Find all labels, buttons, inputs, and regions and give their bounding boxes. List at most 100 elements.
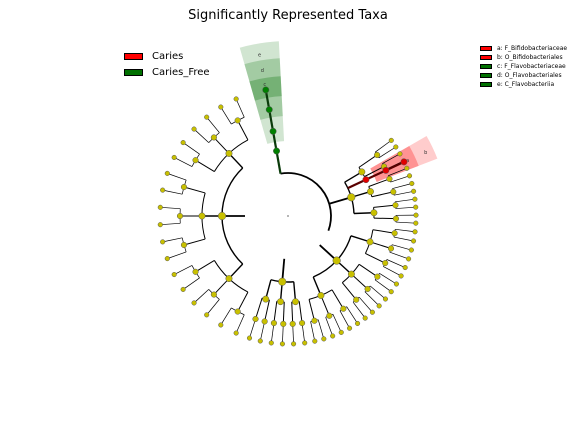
branch — [167, 173, 187, 181]
clade-legend-item-e: e: C_Flavobacteriia — [480, 81, 554, 88]
branch — [162, 237, 183, 243]
taxon-node — [374, 151, 381, 159]
branch — [195, 159, 215, 172]
taxon-node — [388, 289, 394, 295]
clade-legend-label-b: b: O_Bifidobacteriales — [497, 54, 563, 61]
branch — [339, 310, 350, 329]
taxon-node — [292, 298, 299, 306]
branch — [206, 116, 220, 133]
taxon-node — [366, 238, 374, 246]
taxon-node — [302, 340, 308, 346]
taxon-node — [218, 104, 224, 110]
taxon-node — [311, 317, 318, 324]
taxon-node — [412, 196, 418, 202]
branch-arc — [280, 172, 332, 232]
highlighted-branch — [268, 109, 275, 132]
branch — [270, 323, 275, 343]
taxon-node — [164, 256, 170, 262]
taxon-node — [210, 134, 217, 141]
legend-label-caries-free: Caries_Free — [152, 67, 210, 78]
branch — [160, 222, 181, 226]
branch — [389, 251, 409, 260]
taxon-node — [347, 325, 353, 331]
clade-legend-item-d: d: O_Flavobacteriales — [480, 72, 562, 79]
branch — [365, 253, 386, 264]
branch — [213, 137, 230, 154]
branch — [373, 204, 396, 208]
branch — [193, 128, 209, 143]
taxon-node — [157, 204, 163, 210]
taxon-node — [160, 239, 166, 245]
branch — [182, 277, 200, 290]
taxon-node — [392, 202, 399, 209]
taxon-node — [157, 222, 163, 228]
clade-sector-label-b: b — [424, 150, 427, 156]
clade-legend-swatch-e — [480, 82, 492, 87]
taxon-node — [413, 220, 419, 226]
clade-legend-item-c: c: F_Flavobacteriaceae — [480, 63, 566, 70]
taxon-node — [192, 157, 199, 164]
taxon-node — [367, 188, 374, 196]
branch — [395, 198, 415, 203]
branch — [386, 259, 406, 268]
branch — [320, 295, 330, 316]
branch — [195, 260, 215, 273]
taxon-node — [388, 137, 394, 143]
branch — [395, 206, 416, 209]
legend-item-caries: Caries — [124, 51, 183, 62]
taxon-node — [317, 292, 325, 299]
branch — [352, 301, 366, 319]
branch — [382, 153, 401, 164]
taxon-node — [192, 268, 199, 275]
clade-sector-e — [239, 41, 285, 144]
taxon-node — [413, 204, 419, 210]
branch — [273, 301, 278, 324]
legend-swatch-caries-free — [124, 69, 143, 76]
taxon-node — [364, 285, 371, 293]
caries-free-node — [265, 106, 273, 114]
taxon-node — [321, 336, 327, 342]
taxon-node — [340, 305, 347, 312]
clade-legend-item-a: a: F_Bifidobacteriaceae — [480, 45, 567, 52]
clade-legend-label-e: e: C_Flavobacteriia — [497, 81, 555, 88]
clade-legend-swatch-c — [480, 64, 492, 69]
branch — [193, 289, 209, 304]
branch — [358, 296, 373, 313]
taxon-node — [180, 286, 186, 292]
taxon-node — [246, 335, 253, 341]
taxon-node — [406, 256, 412, 262]
clade-legend-item-b: b: O_Bifidobacteriales — [480, 54, 563, 61]
taxon-node — [277, 298, 284, 306]
caries-free-node — [269, 127, 277, 135]
branch — [292, 323, 294, 344]
branch — [383, 266, 402, 277]
highlighted-branch — [275, 150, 282, 174]
branch — [235, 98, 245, 118]
taxon-node — [234, 308, 241, 315]
branch — [372, 229, 395, 234]
taxon-node — [402, 265, 408, 271]
taxon-node — [355, 320, 361, 327]
clade-legend-label-c: c: F_Flavobacteriaceae — [497, 63, 566, 70]
branch — [249, 318, 256, 339]
taxon-node — [171, 272, 177, 278]
taxon-node — [376, 303, 382, 309]
clade-sector-label-e: e — [258, 52, 261, 58]
branch — [174, 157, 193, 167]
taxon-node — [413, 212, 419, 218]
legend-item-caries-free: Caries_Free — [124, 67, 210, 78]
branch — [369, 241, 392, 249]
taxon-node — [289, 320, 296, 327]
taxon-node — [180, 183, 188, 191]
legend-label-caries: Caries — [152, 51, 184, 62]
taxon-node — [409, 180, 415, 187]
clade-legend-label-a: a: F_Bifidobacteriaceae — [497, 45, 568, 52]
branch — [379, 273, 397, 285]
branch — [369, 285, 386, 300]
branch — [395, 228, 416, 233]
branch — [374, 279, 392, 292]
taxon-node — [176, 212, 184, 220]
branch — [331, 289, 344, 309]
branch — [220, 307, 232, 326]
branch — [393, 190, 414, 196]
